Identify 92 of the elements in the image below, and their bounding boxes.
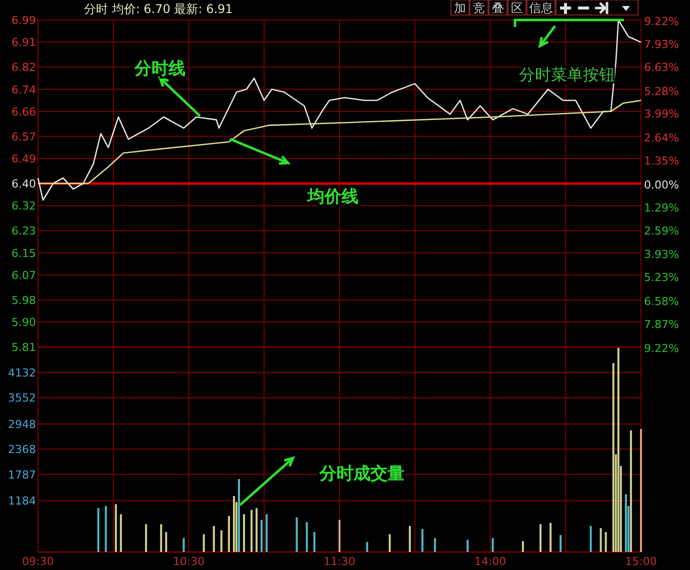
y-tick-label: 6.66: [12, 105, 36, 118]
y2-tick-label: 9.22%: [644, 15, 679, 28]
y2-tick-label: 9.22%: [644, 342, 679, 355]
bar: [434, 538, 436, 552]
annotation: 均价线: [306, 187, 358, 207]
x-tick-label: 11:30: [324, 555, 356, 568]
bar: [338, 520, 340, 552]
bar: [540, 524, 542, 552]
bar: [228, 516, 230, 552]
bar: [604, 532, 607, 552]
bar: [600, 528, 602, 552]
bar: [624, 494, 627, 552]
bar: [202, 534, 205, 552]
bar: [97, 508, 100, 552]
bar: [114, 504, 117, 552]
bar: [238, 479, 240, 552]
bar: [260, 520, 263, 552]
text: 区: [511, 1, 523, 15]
y-tick-label: 6.49: [12, 152, 36, 166]
x-tick-label: 15:00: [625, 555, 657, 568]
bar: [165, 532, 168, 552]
y-tick-label: 6.07: [12, 268, 36, 282]
bar: [466, 540, 469, 552]
y2-tick-label: 0.00%: [644, 178, 679, 192]
y2-tick-label: 5.28%: [644, 84, 679, 98]
bar: [640, 429, 642, 552]
y-tick-label: 6.15: [12, 246, 36, 260]
y-tick-label: 5.98: [12, 294, 36, 307]
text: 竞: [473, 1, 485, 15]
y-tick-label: 6.74: [12, 83, 36, 96]
y2-tick-label: 6.58%: [644, 295, 679, 308]
bar: [250, 510, 253, 552]
y-tick-label: 1787: [8, 468, 36, 482]
bar: [612, 363, 614, 552]
x-tick-label: 09:30: [22, 555, 54, 568]
text: 加: [454, 1, 466, 15]
y2-tick-label: 3.99%: [644, 108, 679, 121]
y-tick-label: 5.81: [12, 341, 36, 354]
y2-tick-label: 7.93%: [644, 38, 679, 51]
y-tick-label: 6.99: [12, 14, 36, 27]
bar: [366, 542, 368, 552]
bar: [220, 530, 222, 552]
bar: [550, 522, 552, 552]
bar: [104, 506, 107, 552]
y-tick-label: 6.23: [12, 224, 36, 238]
bar: [590, 526, 592, 552]
bar: [421, 528, 424, 552]
bar: [243, 514, 246, 552]
annotation: 分时成交量: [318, 464, 404, 484]
y-tick-label: 6.82: [12, 61, 36, 74]
x-tick-label: 10:30: [172, 555, 205, 568]
y2-tick-label: 7.87%: [644, 318, 679, 332]
y2-tick-label: 3.93%: [644, 248, 679, 262]
y-tick-label: 6.91: [12, 36, 36, 50]
bar: [492, 538, 494, 552]
bar: [296, 517, 298, 552]
bar: [306, 522, 308, 552]
y-tick-label: 5.90: [12, 316, 36, 330]
y-tick-label: 6.40: [12, 178, 36, 190]
bar: [266, 514, 268, 552]
y2-tick-label: 2.59%: [644, 224, 679, 238]
bar: [212, 526, 215, 552]
bar: [232, 496, 235, 552]
text: 叠: [492, 1, 504, 15]
bar: [182, 538, 185, 552]
y2-tick-label: 5.23%: [644, 271, 679, 284]
y2-tick-label: 1.35%: [644, 154, 679, 168]
y-tick-label: 2948: [8, 418, 36, 431]
x-tick-label: 14:00: [474, 555, 506, 568]
y-tick-label: 2368: [8, 443, 36, 456]
y-tick-label: 3552: [8, 392, 36, 405]
annotation: 分时线: [134, 59, 186, 79]
y2-tick-label: 1.29%: [644, 201, 679, 214]
y2-tick-label: 6.63%: [644, 60, 679, 74]
line-series: [37, 100, 642, 184]
y2-tick-label: 2.64%: [644, 132, 679, 145]
bar: [560, 535, 562, 552]
y-tick-label: 6.57: [12, 130, 36, 144]
bar: [630, 430, 632, 552]
bar: [617, 348, 620, 552]
y-tick-label: 6.32: [12, 200, 36, 213]
y-tick-label: 1184: [8, 494, 36, 508]
text: 信息: [529, 1, 553, 15]
chart-title: 分时 均价: 6.70 最新: 6.91: [84, 2, 233, 16]
bar: [522, 541, 524, 552]
y-tick-label: 4132: [8, 366, 36, 380]
bar: [408, 526, 411, 552]
bar: [313, 532, 316, 552]
bar: [145, 524, 148, 552]
bar: [120, 514, 122, 552]
bar: [160, 524, 162, 552]
bar: [388, 534, 391, 552]
